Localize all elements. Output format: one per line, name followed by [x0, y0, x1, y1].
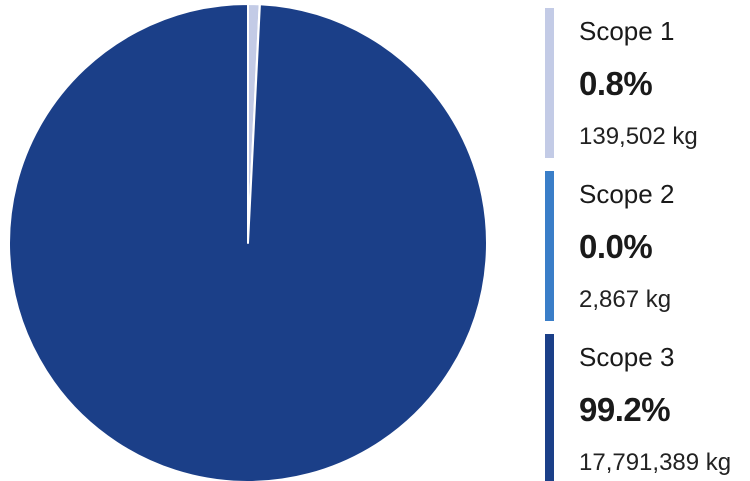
legend-label: Scope 2	[579, 179, 675, 209]
legend-item-scope-3: Scope 3 99.2% 17,791,389 kg	[545, 334, 750, 481]
legend-percent: 0.8%	[579, 65, 653, 102]
legend-swatch-scope-3	[545, 334, 554, 481]
pie-svg	[8, 3, 488, 481]
legend-value: 139,502 kg	[579, 123, 698, 150]
legend-value: 2,867 kg	[579, 286, 672, 313]
legend-percent: 0.0%	[579, 228, 653, 265]
legend-label: Scope 1	[579, 16, 675, 46]
legend: Scope 1 0.8% 139,502 kg Scope 2 0.0% 2,8…	[545, 8, 750, 481]
legend-swatch-scope-1	[545, 8, 554, 158]
legend-value: 17,791,389 kg	[579, 449, 732, 476]
legend-label: Scope 3	[579, 342, 675, 372]
legend-item-scope-1: Scope 1 0.8% 139,502 kg	[545, 8, 750, 158]
pie-chart	[8, 3, 488, 481]
legend-item-scope-2: Scope 2 0.0% 2,867 kg	[545, 171, 750, 321]
legend-swatch-scope-2	[545, 171, 554, 321]
legend-percent: 99.2%	[579, 391, 671, 428]
pie-slice-scope-3	[8, 3, 488, 481]
